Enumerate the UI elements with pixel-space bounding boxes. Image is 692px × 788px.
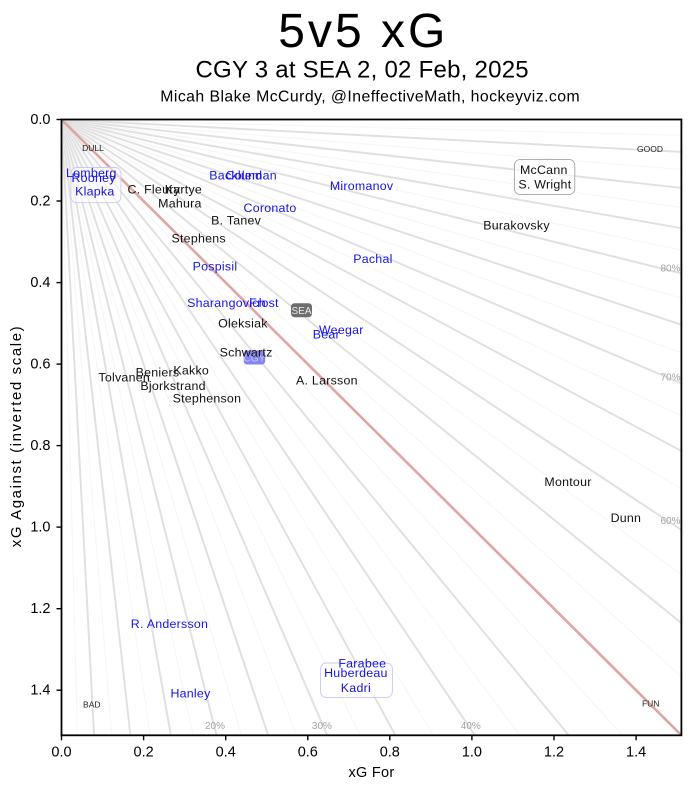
svg-text:Hanley: Hanley: [170, 687, 211, 701]
svg-text:Sharangovich: Sharangovich: [187, 296, 266, 310]
svg-text:Lomberg: Lomberg: [66, 166, 117, 180]
svg-text:1.0: 1.0: [462, 745, 482, 761]
svg-text:Oleksiak: Oleksiak: [218, 316, 268, 330]
svg-text:Beniers: Beniers: [136, 366, 180, 380]
svg-text:Tolvanen: Tolvanen: [98, 371, 150, 385]
svg-text:S. Wright: S. Wright: [518, 178, 571, 192]
svg-text:Schwartz: Schwartz: [220, 345, 273, 359]
svg-text:1.4: 1.4: [30, 683, 50, 699]
svg-text:Stephens: Stephens: [171, 231, 225, 245]
svg-text:Klapka: Klapka: [75, 184, 114, 198]
svg-text:xG For: xG For: [348, 765, 394, 781]
svg-text:CGY: CGY: [244, 353, 266, 364]
svg-text:0.4: 0.4: [30, 275, 50, 291]
svg-text:Mahura: Mahura: [158, 197, 202, 211]
svg-text:Farabee: Farabee: [338, 657, 386, 671]
svg-text:70%: 70%: [660, 372, 680, 383]
svg-text:0.0: 0.0: [51, 745, 71, 761]
svg-text:FUN: FUN: [642, 698, 659, 708]
svg-text:B. Tanev: B. Tanev: [211, 214, 262, 228]
svg-text:BAD: BAD: [83, 700, 100, 710]
svg-text:80%: 80%: [660, 263, 680, 274]
svg-text:1.2: 1.2: [544, 745, 564, 761]
svg-text:0.0: 0.0: [30, 112, 50, 128]
svg-text:GOOD: GOOD: [637, 144, 663, 154]
svg-text:Bear: Bear: [313, 327, 340, 341]
svg-text:5v5 xG: 5v5 xG: [278, 5, 448, 58]
svg-text:Stephenson: Stephenson: [173, 391, 242, 405]
svg-text:0.2: 0.2: [30, 193, 50, 209]
svg-text:Pachal: Pachal: [353, 252, 392, 266]
svg-text:0.8: 0.8: [380, 745, 400, 761]
svg-text:SEA: SEA: [291, 306, 311, 317]
svg-text:CGY 3 at SEA 2, 02 Feb, 2025: CGY 3 at SEA 2, 02 Feb, 2025: [195, 57, 528, 84]
svg-text:40%: 40%: [461, 721, 481, 732]
svg-text:xG Against (inverted scale): xG Against (inverted scale): [8, 325, 25, 547]
svg-text:Coleman: Coleman: [226, 168, 277, 182]
svg-text:Kakko: Kakko: [173, 363, 209, 377]
svg-text:Weegar: Weegar: [319, 323, 364, 337]
svg-text:Montour: Montour: [544, 475, 591, 489]
svg-text:0.6: 0.6: [30, 357, 50, 373]
svg-text:60%: 60%: [660, 516, 680, 527]
svg-text:Huberdeau: Huberdeau: [324, 666, 388, 680]
svg-text:1.2: 1.2: [30, 601, 50, 617]
svg-text:0.2: 0.2: [134, 745, 154, 761]
svg-text:0.8: 0.8: [30, 438, 50, 454]
svg-text:1.0: 1.0: [30, 520, 50, 536]
svg-text:R. Andersson: R. Andersson: [131, 617, 208, 631]
svg-text:30%: 30%: [312, 721, 332, 732]
svg-text:McCann: McCann: [520, 163, 568, 177]
svg-text:DULL: DULL: [82, 143, 104, 153]
svg-text:Kartye: Kartye: [165, 182, 202, 196]
svg-text:Pospisil: Pospisil: [193, 260, 238, 274]
svg-text:Micah Blake McCurdy, @Ineffect: Micah Blake McCurdy, @IneffectiveMath, h…: [160, 89, 580, 106]
svg-text:Dunn: Dunn: [611, 511, 642, 525]
svg-text:Burakovsky: Burakovsky: [483, 218, 550, 232]
svg-text:Bjorkstrand: Bjorkstrand: [140, 379, 205, 393]
svg-text:C. Fleury: C. Fleury: [128, 182, 181, 196]
svg-text:Frost: Frost: [249, 296, 279, 310]
svg-text:Rooney: Rooney: [71, 171, 116, 185]
svg-text:Miromanov: Miromanov: [330, 179, 394, 193]
svg-text:20%: 20%: [205, 721, 225, 732]
svg-text:0.4: 0.4: [216, 745, 236, 761]
svg-text:A. Larsson: A. Larsson: [296, 373, 358, 387]
svg-text:0.6: 0.6: [298, 745, 318, 761]
svg-text:Coronato: Coronato: [244, 201, 297, 215]
svg-text:Backlund: Backlund: [209, 168, 262, 182]
svg-text:Kadri: Kadri: [341, 681, 371, 695]
svg-text:1.4: 1.4: [626, 745, 646, 761]
